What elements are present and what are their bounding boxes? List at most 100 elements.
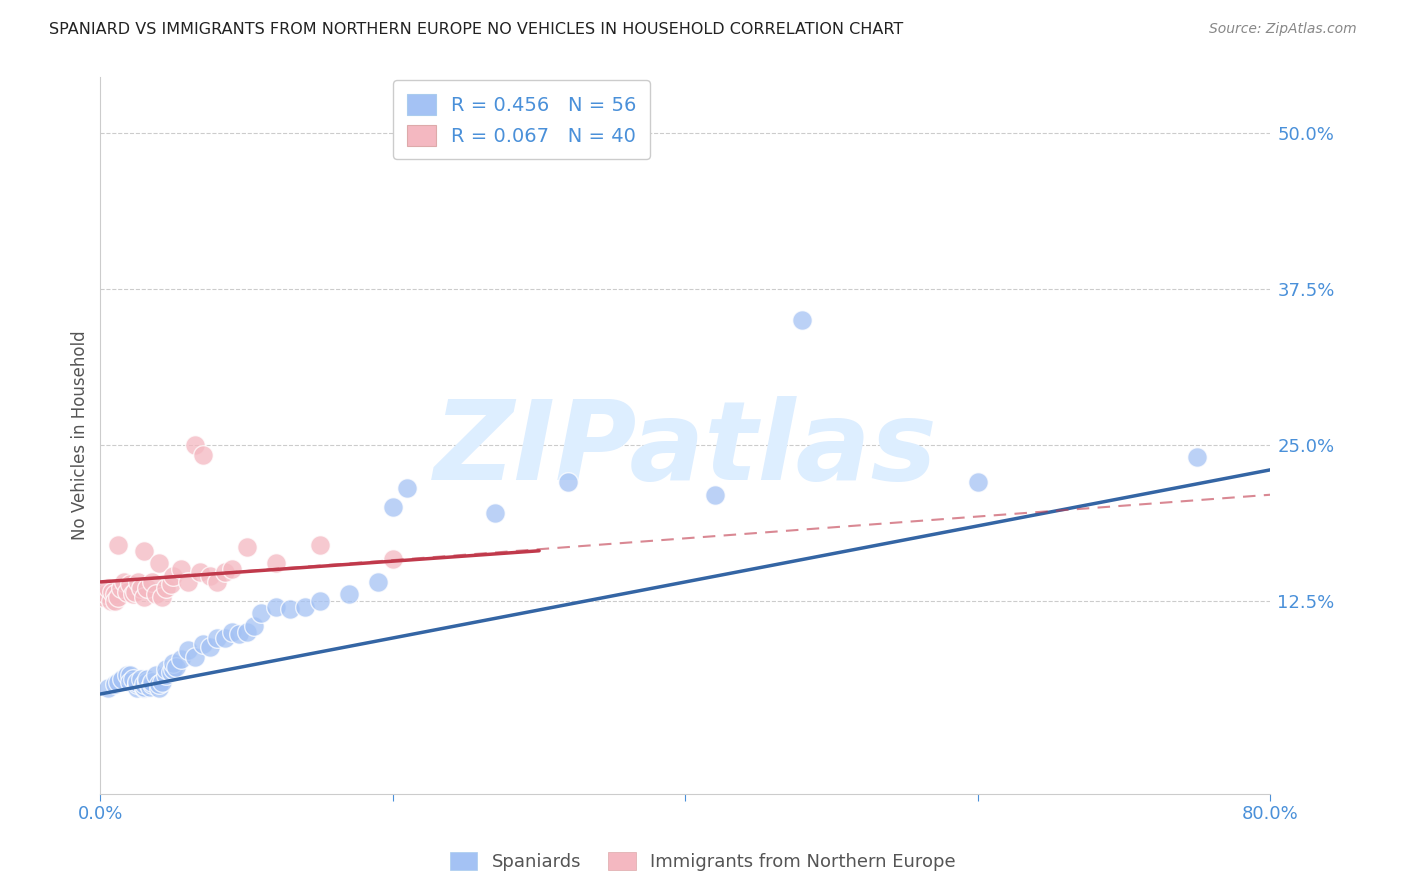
Point: [150, 674, 173, 689]
Point: [967, 475, 990, 490]
Point: [91, 590, 114, 604]
Point: [97, 581, 120, 595]
Point: [127, 574, 149, 589]
Point: [136, 674, 159, 689]
Point: [96, 587, 118, 601]
Point: [308, 593, 330, 607]
Point: [111, 672, 134, 686]
Point: [121, 587, 143, 601]
Point: [148, 681, 170, 695]
Point: [125, 674, 148, 689]
Legend: R = 0.456   N = 56, R = 0.067   N = 40: R = 0.456 N = 56, R = 0.067 N = 40: [392, 80, 650, 160]
Point: [139, 680, 162, 694]
Point: [145, 668, 167, 682]
Point: [184, 438, 207, 452]
Point: [155, 662, 177, 676]
Point: [125, 677, 148, 691]
Point: [280, 602, 302, 616]
Point: [207, 574, 229, 589]
Point: [337, 587, 360, 601]
Point: [134, 677, 156, 691]
Point: [381, 552, 404, 566]
Point: [243, 618, 266, 632]
Point: [134, 680, 156, 694]
Point: [177, 643, 200, 657]
Point: [159, 665, 181, 679]
Point: [145, 587, 167, 601]
Point: [131, 581, 153, 595]
Point: [214, 631, 236, 645]
Point: [104, 677, 127, 691]
Point: [110, 581, 132, 595]
Point: [136, 581, 159, 595]
Point: [250, 606, 273, 620]
Point: [107, 537, 129, 551]
Point: [703, 488, 725, 502]
Point: [136, 672, 159, 686]
Point: [264, 556, 287, 570]
Point: [141, 677, 163, 691]
Point: [235, 540, 257, 554]
Point: [235, 624, 257, 639]
Point: [131, 672, 153, 686]
Point: [170, 562, 193, 576]
Point: [1187, 450, 1209, 465]
Point: [148, 677, 170, 691]
Point: [112, 574, 135, 589]
Point: [792, 313, 814, 327]
Point: [198, 568, 221, 582]
Text: Source: ZipAtlas.com: Source: ZipAtlas.com: [1209, 22, 1357, 37]
Point: [125, 681, 148, 695]
Point: [170, 652, 193, 666]
Point: [221, 624, 243, 639]
Point: [191, 637, 214, 651]
Point: [141, 674, 163, 689]
Point: [155, 668, 177, 682]
Point: [221, 562, 243, 576]
Point: [134, 681, 156, 695]
Point: [191, 448, 214, 462]
Point: [308, 537, 330, 551]
Point: [165, 659, 187, 673]
Point: [148, 556, 170, 570]
Point: [207, 631, 229, 645]
Point: [184, 649, 207, 664]
Point: [107, 674, 129, 689]
Point: [381, 500, 404, 515]
Point: [118, 674, 141, 689]
Point: [121, 672, 143, 686]
Point: [100, 593, 122, 607]
Text: ZIPatlas: ZIPatlas: [433, 396, 938, 503]
Point: [115, 585, 138, 599]
Point: [115, 668, 138, 682]
Point: [97, 681, 120, 695]
Point: [155, 581, 177, 595]
Point: [557, 475, 579, 490]
Point: [484, 507, 506, 521]
Point: [104, 587, 127, 601]
Point: [367, 574, 389, 589]
Point: [198, 640, 221, 654]
Point: [118, 668, 141, 682]
Point: [228, 627, 250, 641]
Point: [214, 565, 236, 579]
Point: [162, 568, 184, 582]
Point: [294, 599, 316, 614]
Point: [134, 543, 156, 558]
Point: [150, 590, 173, 604]
Point: [107, 590, 129, 604]
Y-axis label: No Vehicles in Household: No Vehicles in Household: [72, 331, 89, 541]
Point: [134, 590, 156, 604]
Point: [188, 565, 211, 579]
Point: [124, 585, 146, 599]
Point: [177, 574, 200, 589]
Legend: Spaniards, Immigrants from Northern Europe: Spaniards, Immigrants from Northern Euro…: [443, 845, 963, 879]
Point: [141, 574, 163, 589]
Point: [104, 593, 127, 607]
Point: [162, 662, 184, 676]
Point: [162, 656, 184, 670]
Point: [396, 482, 419, 496]
Point: [101, 585, 124, 599]
Point: [264, 599, 287, 614]
Point: [159, 577, 181, 591]
